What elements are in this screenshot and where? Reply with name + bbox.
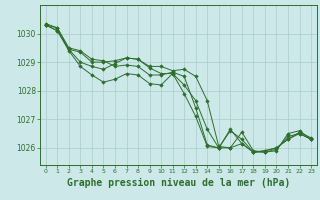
X-axis label: Graphe pression niveau de la mer (hPa): Graphe pression niveau de la mer (hPa) <box>67 178 290 188</box>
